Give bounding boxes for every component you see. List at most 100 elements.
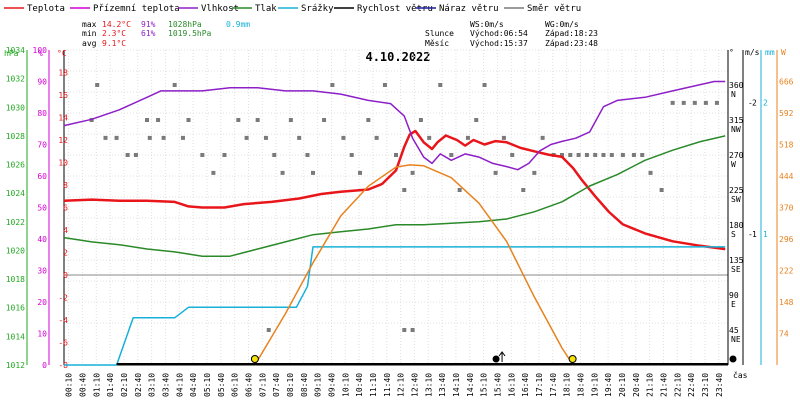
wind-dir-point bbox=[640, 153, 645, 157]
dir-tick: 135 bbox=[729, 256, 744, 265]
hpa-tick: 1018 bbox=[6, 275, 25, 284]
wind-dir-point bbox=[474, 118, 479, 122]
moonset-marker bbox=[729, 355, 737, 363]
series-line-vlhkost bbox=[63, 80, 726, 171]
temp-tick: 4 bbox=[63, 226, 68, 235]
wind-dir-point bbox=[211, 170, 216, 175]
legend-label: Přízemní teplota bbox=[93, 4, 180, 14]
wm2-tick: 296 bbox=[779, 235, 794, 244]
series-line-teplota bbox=[63, 129, 726, 251]
right-axes: ° m/s mm W360N315NW270W225SW180S135SE90E45N… bbox=[729, 48, 794, 365]
legend-label: Rychlost větru bbox=[357, 4, 433, 14]
wind-dir-point bbox=[222, 153, 227, 157]
wind-dir-point bbox=[133, 153, 138, 157]
time-unit: čas bbox=[733, 370, 748, 380]
hpa-unit: hPa bbox=[4, 49, 19, 58]
pct-unit: % bbox=[38, 49, 43, 58]
stat-value: 14.2°C bbox=[102, 20, 131, 29]
wm2-tick: 148 bbox=[779, 298, 794, 307]
time-tick: 16:40 bbox=[521, 373, 530, 397]
time-tick: 20:10 bbox=[618, 373, 627, 397]
wm2-tick: 370 bbox=[779, 204, 794, 213]
hpa-tick: 1024 bbox=[6, 189, 25, 198]
time-tick: 05:40 bbox=[217, 373, 226, 397]
time-tick: 13:10 bbox=[424, 373, 433, 397]
wind-dir-point bbox=[255, 118, 260, 122]
hpa-tick: 1012 bbox=[6, 361, 25, 370]
hpa-tick: 1016 bbox=[6, 304, 25, 313]
pct-tick: 80 bbox=[37, 109, 47, 118]
wind-dir-point bbox=[402, 328, 407, 332]
legend-label: Srážky bbox=[301, 4, 334, 14]
wind-dir-point bbox=[349, 153, 354, 157]
time-tick: 07:40 bbox=[272, 373, 281, 397]
temp-tick: 16 bbox=[58, 91, 68, 100]
wind-dir-point bbox=[648, 170, 653, 175]
wind-dir-point bbox=[358, 170, 363, 175]
wind-dir-point bbox=[95, 83, 100, 87]
time-tick: 23:10 bbox=[701, 373, 710, 397]
dir-tick: 45 bbox=[729, 326, 739, 335]
legend: Teplota Přízemní teplota Vlhkost Tlak Srážky… bbox=[4, 4, 581, 14]
chart-title: 4.10.2022 bbox=[365, 50, 430, 64]
hpa-tick: 1034 bbox=[6, 46, 25, 55]
legend-label: Náraz větru bbox=[439, 4, 499, 14]
wind-dir-point bbox=[560, 153, 564, 157]
time-tick: 15:40 bbox=[493, 373, 502, 397]
stats-block: max 14.2°C 91% 1028hPa 0.9mm min 2.3°C 61% 1019.… bbox=[82, 20, 598, 48]
time-tick: 08:10 bbox=[286, 373, 295, 397]
series-line-slunenzen bbox=[254, 164, 574, 366]
temp-tick: 14 bbox=[58, 114, 68, 123]
hpa-tick: 1026 bbox=[6, 161, 25, 170]
wind-dir-point bbox=[366, 118, 371, 122]
wind-dir-point bbox=[272, 153, 277, 157]
time-tick: 14:40 bbox=[466, 373, 475, 397]
wind-dir-point bbox=[374, 135, 379, 140]
wind-dir-point bbox=[692, 100, 697, 105]
dir-tick: 270 bbox=[729, 151, 744, 160]
wind-dir-point bbox=[186, 118, 191, 122]
wm2-tick: 518 bbox=[779, 141, 794, 150]
temp-tick: -6 bbox=[58, 339, 68, 348]
wind-dir-point bbox=[297, 135, 302, 140]
pct-tick: 0 bbox=[42, 361, 47, 370]
wind-dir-point bbox=[493, 170, 498, 175]
series-line-srky bbox=[64, 246, 726, 366]
temp-tick: 18 bbox=[58, 69, 68, 78]
stat-value: 0.9mm bbox=[226, 20, 250, 29]
time-tick: 10:40 bbox=[355, 373, 364, 397]
temp-tick: 6 bbox=[63, 204, 68, 213]
dir-name: SE bbox=[731, 265, 741, 274]
sunset-time: Západ:18:23 bbox=[545, 29, 598, 38]
wind-gust: WG:0m/s bbox=[545, 20, 579, 29]
wind-dir-point bbox=[449, 153, 454, 157]
time-tick: 09:40 bbox=[327, 373, 336, 397]
wm2-tick: 74 bbox=[779, 330, 789, 339]
wind-dir-point bbox=[103, 135, 108, 140]
ms-tick: 1 bbox=[752, 230, 757, 239]
wind-dir-point bbox=[576, 153, 581, 157]
time-tick: 11:10 bbox=[369, 373, 378, 397]
pct-tick: 50 bbox=[37, 204, 47, 213]
stat-label: max bbox=[82, 20, 97, 29]
wind-dir-point bbox=[402, 188, 407, 192]
hpa-tick: 1014 bbox=[6, 332, 25, 341]
wind-dir-point bbox=[659, 188, 664, 192]
stat-value: 1019.5hPa bbox=[168, 29, 212, 38]
pct-tick: 60 bbox=[37, 172, 47, 181]
wm2-tick: 222 bbox=[779, 267, 794, 276]
pct-tick: 100 bbox=[33, 46, 48, 55]
wind-dir-point bbox=[280, 170, 285, 175]
time-tick: 03:10 bbox=[148, 373, 157, 397]
dir-tick: 90 bbox=[729, 291, 739, 300]
wind-dir-point bbox=[501, 135, 506, 140]
time-tick: 04:40 bbox=[189, 373, 198, 397]
wind-dir-point bbox=[427, 135, 432, 140]
time-tick: 14:10 bbox=[452, 373, 461, 397]
stat-value: 9.1°C bbox=[102, 39, 126, 48]
dir-name: SW bbox=[731, 195, 741, 204]
dir-name: S bbox=[731, 230, 736, 239]
pct-tick: 20 bbox=[37, 298, 47, 307]
pct-tick: 10 bbox=[37, 330, 47, 339]
moonrise-time: Východ:15:37 bbox=[470, 39, 528, 48]
